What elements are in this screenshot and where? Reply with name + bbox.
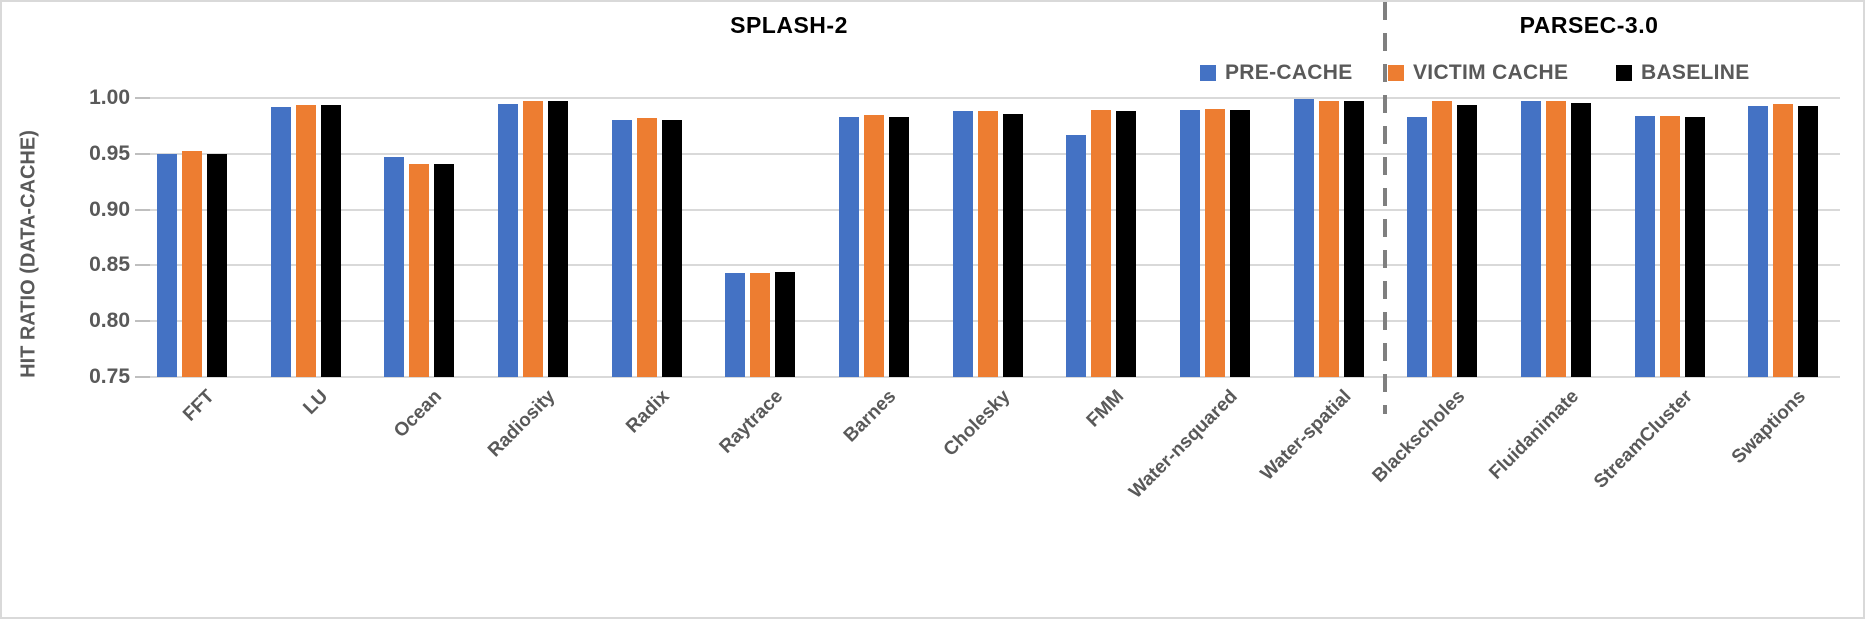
y-tick-label: 0.85 [89,253,130,277]
bar-blackscholes-pre-cache [1407,117,1428,377]
bar-fmm-victim-cache [1091,110,1112,377]
bar-barnes-baseline [888,117,909,377]
bar-fft-baseline [206,153,227,377]
gridline-0.75 [135,376,1840,378]
y-tick-label: 0.80 [89,309,130,333]
bar-streamcluster-victim-cache [1659,115,1680,377]
bar-barnes-victim-cache [863,114,884,377]
legend-label-baseline: BASELINE [1641,61,1750,84]
x-label-raytrace: Raytrace [715,386,788,458]
bar-streamcluster-pre-cache [1634,115,1655,377]
y-tick-mark [135,208,150,211]
x-label-streamcluster: StreamCluster [1589,386,1697,493]
bar-radix-victim-cache [636,118,657,377]
bar-radiosity-pre-cache [497,103,518,377]
bar-swaptions-victim-cache [1773,103,1794,377]
x-label-swaptions: Swaptions [1727,386,1811,469]
legend-label-victim-cache: VICTIM CACHE [1413,61,1569,84]
legend-label-pre-cache: PRE-CACHE [1225,61,1353,84]
y-tick-mark [135,376,150,378]
bar-streamcluster-baseline [1684,117,1705,377]
y-tick-mark [135,152,150,155]
section-title-parsec: PARSEC-3.0 [1519,12,1659,38]
legend-item-pre-cache: PRE-CACHE [1200,60,1353,86]
x-label-cholesky: Cholesky [939,386,1015,461]
bar-fft-pre-cache [156,153,177,377]
x-label-fluidanimate: Fluidanimate [1484,386,1583,484]
bar-cholesky-pre-cache [952,111,973,377]
bar-raytrace-baseline [775,272,796,377]
x-label-fmm: FMM [1082,386,1129,432]
bar-fmm-baseline [1116,111,1137,377]
bar-barnes-pre-cache [838,117,859,377]
bar-water-spatial-victim-cache [1318,101,1339,377]
bar-raytrace-victim-cache [750,273,771,377]
y-tick-label: 0.90 [89,197,130,221]
bar-raytrace-pre-cache [725,273,746,377]
section-title-splash2: SPLASH-2 [730,12,848,38]
y-tick-label: 0.95 [89,141,130,165]
bar-ocean-victim-cache [409,163,430,377]
legend-item-victim-cache: VICTIM CACHE [1388,60,1568,86]
bar-blackscholes-victim-cache [1432,101,1453,377]
y-axis-title: HIT RATIO (DATA-CACHE) [17,130,40,378]
bar-ocean-baseline [434,163,455,377]
y-tick-label: 0.75 [89,365,130,388]
bar-lu-pre-cache [270,106,291,377]
pre-cache-swatch-icon [1200,65,1216,81]
bar-swaptions-baseline [1798,105,1819,377]
bar-water-nsquared-baseline [1229,110,1250,377]
bar-fluidanimate-victim-cache [1545,101,1566,377]
x-label-radix: Radix [621,386,674,438]
bar-radix-pre-cache [611,120,632,377]
x-label-water-nsquared: Water-nsquared [1125,386,1242,503]
bar-radiosity-baseline [547,101,568,377]
y-tick-label: 1.00 [89,86,130,109]
x-label-ocean: Ocean [390,386,447,442]
bar-swaptions-pre-cache [1748,105,1769,377]
section-divider-dashed-line [1383,2,1387,414]
bar-water-nsquared-victim-cache [1204,109,1225,377]
bar-lu-baseline [320,104,341,377]
y-tick-mark [135,97,150,99]
bar-lu-victim-cache [295,104,316,377]
bar-fluidanimate-pre-cache [1520,101,1541,377]
x-label-fft: FFT [179,386,219,426]
y-tick-mark [135,320,150,323]
bar-ocean-pre-cache [384,157,405,377]
chart-legend: PRE-CACHE VICTIM CACHE BASELINE [2,60,1863,86]
x-label-water-spatial: Water-spatial [1256,386,1356,485]
bar-fft-victim-cache [181,150,202,377]
legend-item-baseline: BASELINE [1616,60,1750,86]
bar-radiosity-victim-cache [522,101,543,377]
gridline-1.00 [135,97,1840,99]
x-label-radiosity: Radiosity [484,386,560,462]
bar-cholesky-baseline [1002,113,1023,377]
x-label-lu: LU [299,386,333,419]
bar-water-nsquared-pre-cache [1179,110,1200,377]
baseline-swatch-icon [1616,65,1632,81]
bar-fmm-pre-cache [1066,134,1087,377]
bar-radix-baseline [661,120,682,377]
bar-water-spatial-baseline [1343,101,1364,377]
bar-water-spatial-pre-cache [1293,99,1314,377]
x-label-barnes: Barnes [840,386,901,447]
victim-cache-swatch-icon [1388,65,1404,81]
bar-cholesky-victim-cache [977,111,998,377]
bar-blackscholes-baseline [1457,104,1478,377]
bar-fluidanimate-baseline [1570,102,1591,377]
y-tick-mark [135,264,150,267]
